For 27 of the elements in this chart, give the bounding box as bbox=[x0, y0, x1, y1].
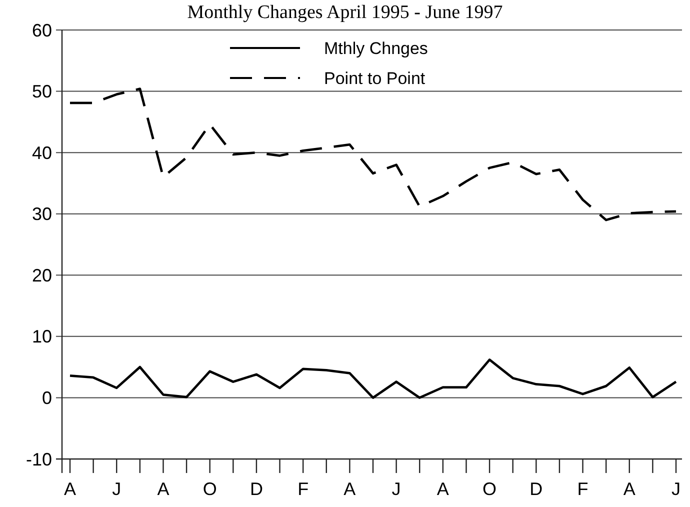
legend-label: Mthly Chnges bbox=[324, 38, 428, 58]
x-tick-label: A bbox=[436, 479, 449, 499]
y-tick-label: 10 bbox=[32, 326, 52, 347]
x-tick-label: O bbox=[482, 479, 497, 499]
y-tick-label: 20 bbox=[32, 265, 52, 286]
x-tick-label: D bbox=[530, 479, 543, 499]
x-tick-label: D bbox=[250, 479, 263, 499]
legend-label: Point to Point bbox=[324, 68, 426, 88]
x-tick-label: J bbox=[392, 479, 401, 499]
x-tick-label: A bbox=[64, 479, 76, 499]
x-tick-label: A bbox=[157, 479, 170, 499]
x-tick-label: J bbox=[112, 479, 122, 499]
y-tick-label: 60 bbox=[32, 20, 52, 40]
line-series bbox=[68, 88, 678, 222]
x-tick-label: O bbox=[202, 479, 217, 499]
x-tick-label: A bbox=[623, 479, 636, 499]
x-tick-label: J bbox=[672, 479, 680, 499]
y-tick-label: 0 bbox=[42, 388, 52, 408]
y-tick-label: 30 bbox=[32, 204, 52, 224]
y-tick-label: 50 bbox=[32, 82, 52, 102]
x-tick-label: A bbox=[344, 479, 356, 499]
y-tick-label: 40 bbox=[32, 142, 52, 163]
chart-title: Monthly Changes April 1995 - June 1997 bbox=[187, 2, 503, 23]
x-tick-label: F bbox=[298, 479, 309, 499]
line-series bbox=[68, 358, 678, 399]
x-tick-label: F bbox=[577, 479, 588, 499]
y-tick-label: -10 bbox=[26, 449, 52, 470]
